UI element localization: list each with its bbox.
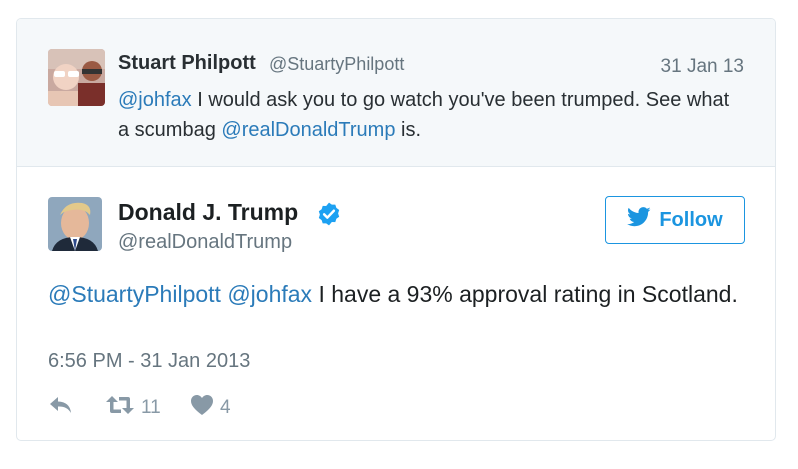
tweet-author-name[interactable]: Donald J. Trump <box>118 199 299 225</box>
tweet-timestamp[interactable]: 6:56 PM - 31 Jan 2013 <box>48 350 251 372</box>
retweet-icon <box>105 394 135 422</box>
context-author-handle[interactable]: @StuartyPhilpott <box>269 54 405 74</box>
mention-link[interactable]: @johfax <box>118 89 192 111</box>
verified-badge-icon <box>316 201 342 227</box>
reply-action[interactable] <box>48 394 74 422</box>
mention-link[interactable]: @StuartyPhilpott <box>48 281 221 307</box>
mention-link[interactable]: @johfax <box>227 281 313 307</box>
retweet-action[interactable]: 11 <box>105 394 161 422</box>
reply-icon <box>48 394 74 422</box>
mention-link[interactable]: @realDonaldTrump <box>221 119 396 141</box>
twitter-bird-icon <box>627 207 651 233</box>
embedded-tweet-card: Stuart Philpott @StuartyPhilpott 31 Jan … <box>16 18 776 441</box>
heart-icon <box>190 394 214 422</box>
follow-button-label: Follow <box>659 208 723 231</box>
context-date[interactable]: 31 Jan 13 <box>660 56 744 77</box>
tweet-text-segment: I have a 93% approval rating in Scotland… <box>312 281 738 307</box>
tweet-text: @StuartyPhilpott @johfax I have a 93% ap… <box>48 278 738 311</box>
context-tweet-text: @johfax I would ask you to go watch you'… <box>118 85 738 145</box>
stuart-philpott-avatar[interactable] <box>48 49 105 106</box>
follow-button[interactable]: Follow <box>605 196 745 244</box>
in-reply-to-tweet[interactable]: Stuart Philpott @StuartyPhilpott 31 Jan … <box>17 19 775 167</box>
tweet-text-segment: is. <box>395 119 422 141</box>
context-author-name[interactable]: Stuart Philpott <box>118 52 256 74</box>
donald-trump-avatar[interactable] <box>48 197 102 251</box>
like-count: 4 <box>220 397 231 418</box>
retweet-count: 11 <box>141 397 161 418</box>
tweet-author-handle[interactable]: @realDonaldTrump <box>118 231 293 253</box>
tweet-text-segment: I would ask you to go watch you've been … <box>118 89 730 141</box>
like-action[interactable]: 4 <box>190 394 231 422</box>
